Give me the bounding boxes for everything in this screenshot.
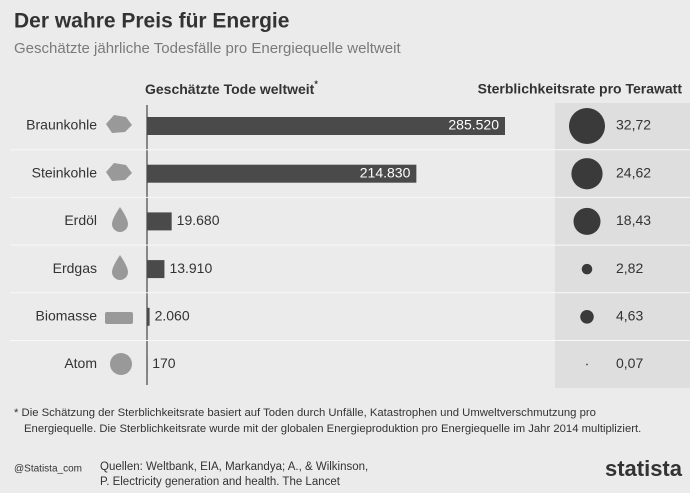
gas-icon	[112, 255, 128, 280]
rate-label: 24,62	[616, 164, 651, 180]
category-label: Steinkohle	[32, 164, 98, 180]
column-header: Geschätzte Tode weltweit*	[145, 79, 318, 96]
bar	[147, 212, 172, 231]
rate-circle	[569, 108, 605, 144]
bar	[147, 164, 417, 183]
atom-icon	[110, 353, 132, 375]
rate-label: 0,07	[616, 355, 643, 371]
value-label: 170	[152, 355, 176, 371]
bar	[147, 117, 505, 135]
footnote: Energiequelle. Die Sterblichkeitsrate wu…	[24, 423, 641, 435]
icons	[105, 115, 133, 375]
source: P. Electricity generation and health. Th…	[100, 476, 341, 488]
category-label: Biomasse	[36, 308, 98, 324]
rate-circle	[586, 363, 588, 366]
coal-icon	[106, 115, 132, 133]
biomass-icon	[105, 312, 133, 324]
chart-title: Der wahre Preis für Energie	[14, 10, 289, 33]
rate-label: 18,43	[616, 212, 651, 228]
rate-label: 2,82	[616, 260, 643, 276]
source: Quellen: Weltbank, EIA, Markandya; A., &…	[100, 461, 368, 473]
footnote: * Die Schätzung der Sterblichkeitsrate b…	[14, 407, 596, 419]
coal-icon	[106, 163, 132, 181]
handle: @Statista_com	[14, 464, 82, 475]
value-label: 13.910	[169, 260, 212, 276]
value-label: 19.680	[177, 212, 220, 228]
rate-label: 4,63	[616, 308, 643, 324]
bar	[147, 260, 165, 279]
category-label: Atom	[64, 355, 97, 371]
value-label: 2.060	[155, 308, 190, 324]
rate-label: 32,72	[616, 117, 651, 133]
brand: statista	[605, 456, 683, 481]
category-label: Braunkohle	[26, 117, 97, 133]
category-label: Erdgas	[53, 260, 97, 276]
footnote-marker: *	[314, 79, 318, 89]
value-label: 285.520	[448, 117, 499, 133]
rate-circle	[573, 207, 601, 235]
oil-icon	[112, 207, 128, 232]
chart-subtitle: Geschätzte jährliche Todesfälle pro Ener…	[14, 40, 401, 57]
rate-circle	[571, 158, 603, 190]
category-label: Erdöl	[64, 212, 97, 228]
bar	[147, 307, 150, 326]
rate-circle	[580, 310, 594, 324]
header-text: Geschätzte Tode weltweit	[145, 81, 315, 97]
column-header: Sterblichkeitsrate pro Terawatt	[478, 81, 683, 97]
rate-circle	[581, 263, 593, 275]
value-label: 214.830	[360, 164, 411, 180]
